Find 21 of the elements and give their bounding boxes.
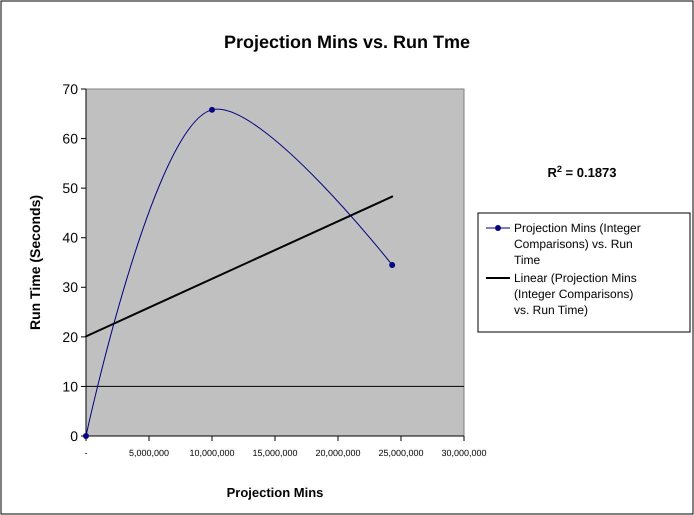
- text: R$^{2}$ = 0.1873: [547, 164, 617, 180]
- y-tick-label: 20: [62, 328, 78, 345]
- legend-label: Projection Mins (Integer Comparisons) vs. Run Time: [514, 221, 641, 268]
- y-axis-title: Run Time (Seconds): [27, 194, 43, 330]
- y-tick-label: 10: [62, 378, 78, 394]
- x-axis-title: Projection Mins: [226, 485, 324, 500]
- y-tick-label: 30: [62, 279, 78, 296]
- chart-title: Projection Mins vs. Run Tme: [224, 32, 470, 52]
- y-tick-label: 50: [62, 180, 78, 196]
- x-tick-label: -: [84, 448, 88, 458]
- x-tick-label: 25,000,000: [378, 448, 424, 458]
- y-tick-label: 70: [62, 80, 78, 97]
- x-tick-label: 10,000,000: [189, 448, 235, 458]
- y-tick-label: 40: [62, 230, 78, 246]
- x-tick-label: 15,000,000: [252, 448, 298, 458]
- x-tick-label: 5,000,000: [128, 448, 170, 458]
- y-tick-label: 60: [62, 130, 78, 146]
- x-tick-label: 20,000,000: [315, 448, 361, 458]
- x-tick-label: 30,000,000: [441, 448, 487, 458]
- y-tick-label: 0: [70, 428, 78, 444]
- legend-label: Linear (Projection Mins (Integer Comparisons) vs. Run Time): [514, 271, 637, 318]
